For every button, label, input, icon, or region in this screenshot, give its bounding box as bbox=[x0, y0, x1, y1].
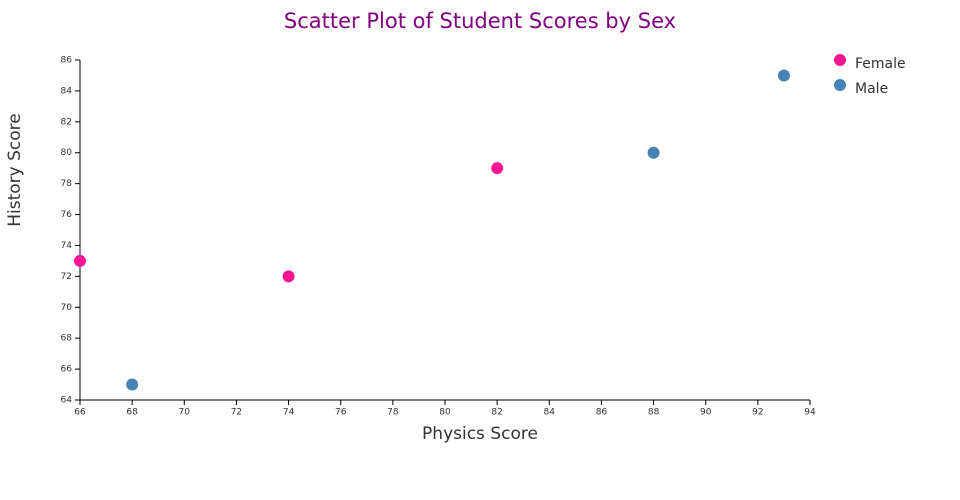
chart-title: Scatter Plot of Student Scores by Sex bbox=[284, 9, 676, 33]
x-tick-label: 70 bbox=[179, 408, 191, 418]
y-axis-label: History Score bbox=[5, 113, 25, 227]
y-tick-label: 70 bbox=[61, 303, 73, 313]
y-tick-label: 74 bbox=[61, 241, 73, 251]
y-tick-label: 84 bbox=[61, 86, 73, 96]
x-tick-label: 66 bbox=[74, 408, 86, 418]
x-tick-label: 80 bbox=[439, 408, 451, 418]
x-tick-label: 94 bbox=[804, 408, 816, 418]
legend-marker bbox=[834, 54, 846, 66]
legend-label: Male bbox=[855, 81, 888, 97]
point bbox=[777, 69, 790, 82]
x-tick-label: 84 bbox=[544, 408, 556, 418]
x-tick-label: 68 bbox=[126, 408, 138, 418]
point bbox=[74, 254, 86, 267]
y-tick-label: 78 bbox=[61, 179, 73, 189]
y-tick-label: 66 bbox=[61, 365, 73, 375]
x-tick-label: 78 bbox=[387, 408, 399, 418]
y-tick-label: 76 bbox=[61, 210, 73, 220]
y-tick-label: 86 bbox=[61, 56, 73, 66]
x-tick-label: 76 bbox=[335, 408, 347, 418]
point bbox=[647, 146, 660, 159]
y-tick-label: 72 bbox=[61, 272, 72, 282]
x-tick-label: 92 bbox=[752, 408, 763, 418]
y-tick-label: 64 bbox=[61, 396, 73, 406]
x-tick-label: 90 bbox=[700, 408, 712, 418]
point bbox=[126, 378, 139, 391]
point bbox=[491, 162, 504, 175]
legend-label: Female bbox=[855, 56, 906, 72]
y-tick-label: 68 bbox=[61, 334, 73, 344]
point bbox=[282, 270, 295, 283]
x-tick-label: 86 bbox=[596, 408, 608, 418]
x-tick-label: 74 bbox=[283, 408, 295, 418]
y-tick-label: 82 bbox=[61, 117, 72, 127]
x-axis-label: Physics Score bbox=[422, 424, 538, 444]
x-tick-label: 82 bbox=[491, 408, 502, 418]
y-tick-label: 80 bbox=[61, 148, 73, 158]
x-tick-label: 72 bbox=[231, 408, 242, 418]
legend-marker bbox=[834, 79, 846, 91]
x-tick-label: 88 bbox=[648, 408, 660, 418]
